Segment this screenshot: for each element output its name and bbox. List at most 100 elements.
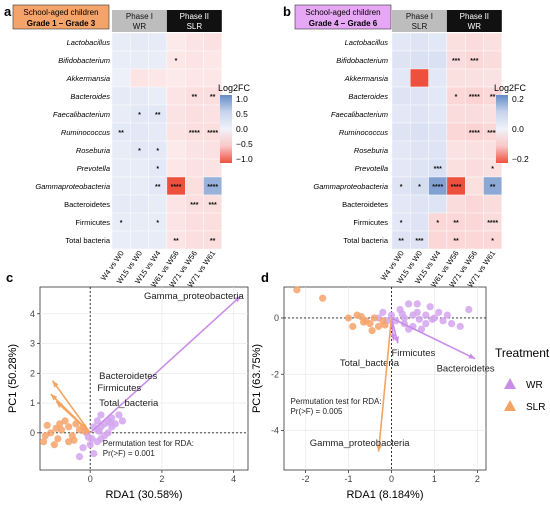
legend-triangle-slr (504, 400, 516, 411)
heat-cell (184, 32, 204, 52)
significance-mark: **** (487, 130, 498, 137)
point-wr (95, 427, 103, 435)
heat-cell (166, 158, 186, 178)
y-tick-label: 0 (30, 428, 35, 438)
point-slr (370, 314, 378, 322)
significance-mark: *** (209, 202, 217, 209)
significance-mark: ** (118, 130, 124, 137)
point-slr (70, 436, 78, 444)
vector-label: Gamma_proteobacteria (310, 438, 411, 449)
legend-tick: 1.0 (236, 94, 248, 104)
significance-mark: *** (434, 166, 442, 173)
point-wr (104, 429, 112, 437)
significance-mark: **** (469, 130, 480, 137)
point-wr (86, 441, 94, 449)
heat-cell (391, 104, 411, 124)
significance-mark: **** (207, 184, 218, 191)
heat-cell (410, 104, 429, 124)
heat-cell (465, 212, 484, 232)
heat-cell (428, 104, 448, 124)
school-badge-line1: School-aged children (23, 8, 98, 17)
heat-cell (391, 194, 411, 214)
heat-cell (111, 194, 131, 214)
point-slr (61, 417, 69, 425)
heat-cell (203, 104, 222, 124)
legend-title: Log2FC (494, 83, 527, 93)
legend-colorbar (496, 95, 508, 163)
heat-cell (111, 104, 131, 124)
point-slr (368, 327, 376, 335)
legend-colorbar (220, 95, 232, 163)
heat-cell (465, 32, 484, 52)
heat-cell (184, 176, 204, 196)
point-slr (319, 294, 327, 302)
y-axis-label: PC1 (63.75%) (251, 344, 263, 413)
heat-cell (391, 158, 411, 178)
arrow-head (376, 445, 382, 452)
heat-cell (410, 32, 429, 52)
panel-letter: a (4, 4, 12, 19)
significance-mark: **** (207, 130, 218, 137)
heat-cell (483, 50, 502, 70)
legend-triangle-wr (504, 378, 516, 389)
phase-header (112, 10, 167, 32)
point-wr (398, 310, 406, 318)
point-slr (349, 322, 357, 331)
heat-cell (130, 194, 149, 214)
significance-mark: * (400, 184, 403, 191)
heat-cell (203, 230, 222, 250)
vector-label: Firmicutes (391, 348, 435, 359)
significance-mark: ** (453, 220, 459, 227)
heat-cell (166, 140, 186, 160)
heat-cell (391, 50, 411, 70)
heat-cell (391, 32, 411, 52)
legend-label: WR (526, 380, 543, 391)
heat-cell (184, 230, 204, 250)
significance-mark: * (400, 220, 403, 227)
y-tick-label: 2 (30, 368, 35, 378)
point-slr (65, 423, 73, 431)
heat-cell (166, 86, 186, 106)
heat-cell (130, 32, 149, 52)
heatmap-panel-b: b School-aged children Grade 4 – Grade 6 Ph… (283, 4, 529, 289)
heat-cell (446, 194, 466, 214)
y-tick-label: -2 (271, 369, 279, 379)
significance-mark: ** (453, 238, 459, 245)
heat-cell (465, 140, 484, 160)
heat-cell (184, 212, 204, 232)
row-label: Bacteroides (348, 92, 388, 101)
heat-cell (391, 68, 411, 88)
heat-cell (410, 86, 429, 106)
significance-mark: ** (155, 112, 161, 119)
row-label: Total bacteria (65, 236, 110, 245)
heat-cell (391, 122, 411, 142)
phase-sub-label: SLR (412, 22, 428, 31)
significance-mark: ** (210, 94, 216, 101)
legend-tick: −0.2 (512, 154, 529, 164)
heat-cell (391, 140, 411, 160)
heat-cell (410, 194, 429, 214)
x-tick-label: 4 (231, 474, 236, 484)
loading-vector (89, 295, 242, 434)
point-slr (43, 421, 51, 429)
heat-cell (130, 158, 149, 178)
heat-cell (203, 140, 222, 160)
heat-cell (410, 122, 429, 142)
vector-label: Bacteroidetes (99, 371, 157, 382)
phase-sub-label: WR (133, 22, 147, 31)
permutation-test-value: Pr(>F) = 0.005 (290, 407, 343, 416)
heatmap-panel-a: a School-aged children Grade 1 – Grade 3 Ph… (4, 4, 253, 289)
heat-cell (111, 50, 131, 70)
vector-label: Total_bacteria (340, 358, 400, 369)
significance-mark: **** (487, 220, 498, 227)
row-label: Prevotella (355, 164, 388, 173)
heat-cell (166, 104, 186, 124)
heat-cell (410, 140, 429, 160)
significance-mark: * (120, 220, 123, 227)
heat-cell (130, 176, 149, 196)
school-badge-line2: Grade 4 – Grade 6 (309, 19, 378, 28)
y-axis-label: PC1 (50.28%) (7, 344, 19, 413)
heat-cell (148, 32, 168, 52)
point-wr (413, 300, 421, 308)
x-tick-label: 2 (475, 474, 480, 484)
